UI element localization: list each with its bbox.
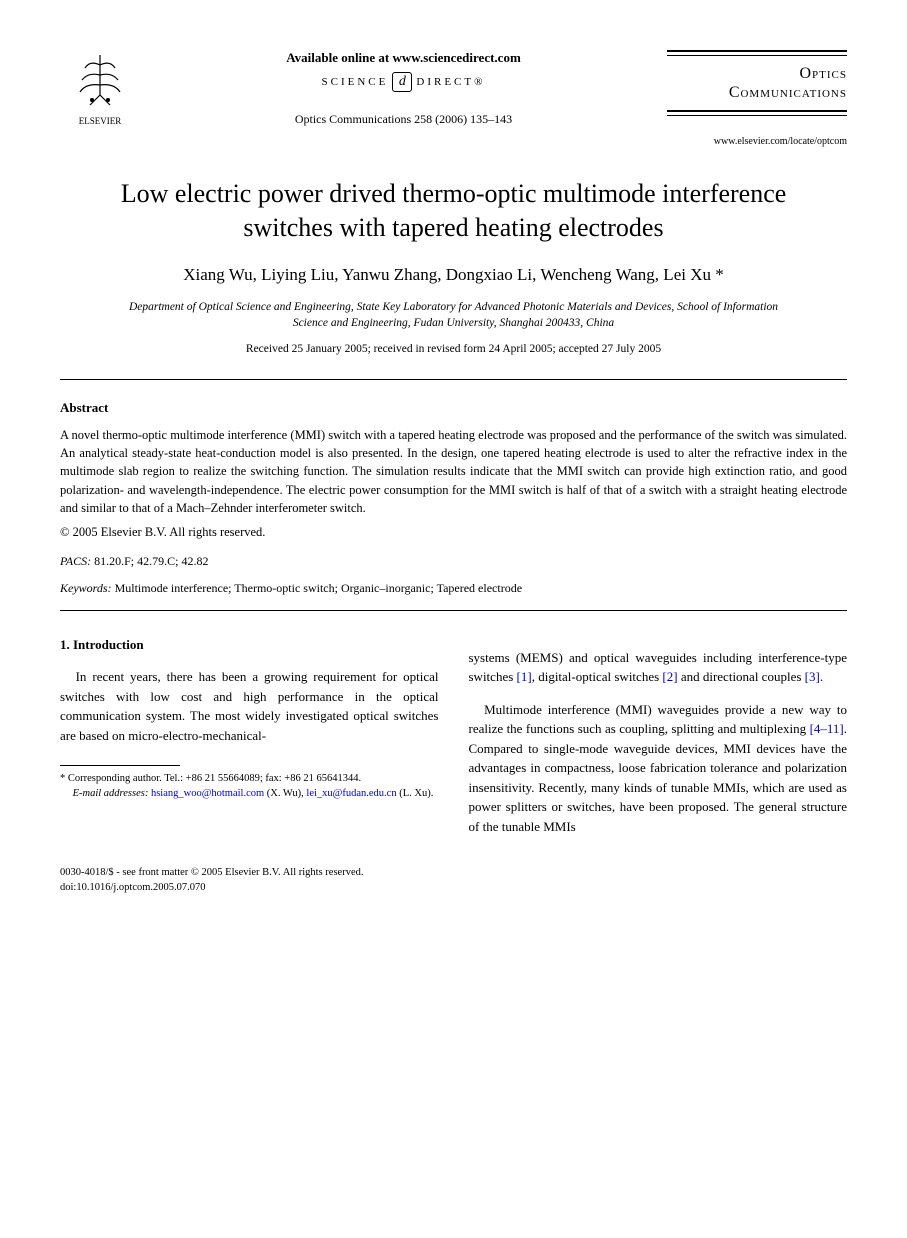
abstract-body: A novel thermo-optic multimode interfere…	[60, 426, 847, 517]
corr-text: Tel.: +86 21 55664089; fax: +86 21 65641…	[162, 773, 361, 784]
t4: .	[820, 669, 823, 684]
column-left: 1. Introduction In recent years, there h…	[60, 635, 439, 837]
sd-left: SCIENCE	[322, 76, 389, 88]
email2-who: (L. Xu).	[397, 788, 434, 799]
dates: Received 25 January 2005; received in re…	[60, 343, 847, 355]
email-label: E-mail addresses:	[73, 788, 149, 799]
journal-rule-top	[667, 50, 847, 56]
ref-1[interactable]: [1]	[517, 669, 532, 684]
science-direct-logo: SCIENCE d DIRECT®	[160, 72, 647, 92]
ref-4-11[interactable]: [4–11]	[810, 721, 844, 736]
intro-para-2: Multimode interference (MMI) waveguides …	[469, 700, 848, 837]
t3: and directional couples	[678, 669, 805, 684]
corr-label: * Corresponding author.	[60, 773, 162, 784]
t6: . Compared to single-mode waveguide devi…	[469, 721, 848, 834]
footnote-rule	[60, 765, 180, 766]
publisher-logo: ELSEVIER	[60, 50, 140, 126]
pacs-values: 81.20.F; 42.79.C; 42.82	[94, 554, 208, 568]
pacs: PACS: 81.20.F; 42.79.C; 42.82	[60, 554, 847, 569]
header-center: Available online at www.sciencedirect.co…	[140, 50, 667, 127]
elsevier-tree-icon	[70, 50, 130, 110]
email-link-1[interactable]: hsiang_woo@hotmail.com	[151, 788, 264, 799]
email1-who: (X. Wu),	[264, 788, 306, 799]
section-heading: 1. Introduction	[60, 635, 439, 655]
keywords: Keywords: Multimode interference; Thermo…	[60, 581, 847, 596]
corresponding-footnote: * Corresponding author. Tel.: +86 21 556…	[60, 772, 439, 787]
email-footnote: E-mail addresses: hsiang_woo@hotmail.com…	[60, 787, 439, 802]
footer-line1: 0030-4018/$ - see front matter © 2005 El…	[60, 866, 847, 881]
article-title: Low electric power drived thermo-optic m…	[100, 177, 807, 245]
column-right: systems (MEMS) and optical waveguides in…	[469, 635, 848, 837]
journal-box: Optics Communications www.elsevier.com/l…	[667, 50, 847, 147]
rule-above-abstract	[60, 379, 847, 380]
journal-title: Optics Communications	[667, 64, 847, 102]
journal-line2: Communications	[729, 84, 847, 101]
journal-url: www.elsevier.com/locate/optcom	[667, 136, 847, 147]
intro-para-1-cont: systems (MEMS) and optical waveguides in…	[469, 648, 848, 687]
abstract-copyright: © 2005 Elsevier B.V. All rights reserved…	[60, 525, 847, 540]
body-columns: 1. Introduction In recent years, there h…	[60, 635, 847, 837]
publisher-name: ELSEVIER	[60, 116, 140, 126]
page: ELSEVIER Available online at www.science…	[0, 0, 907, 936]
authors: Xiang Wu, Liying Liu, Yanwu Zhang, Dongx…	[60, 265, 847, 285]
keywords-values: Multimode interference; Thermo-optic swi…	[115, 581, 522, 595]
pacs-label: PACS:	[60, 554, 91, 568]
sd-icon: d	[392, 72, 412, 92]
footer: 0030-4018/$ - see front matter © 2005 El…	[60, 866, 847, 895]
rule-below-keywords	[60, 610, 847, 611]
t5: Multimode interference (MMI) waveguides …	[469, 702, 848, 737]
citation: Optics Communications 258 (2006) 135–143	[160, 112, 647, 127]
journal-rule-bottom	[667, 110, 847, 116]
available-online-text: Available online at www.sciencedirect.co…	[160, 50, 647, 66]
sd-right: DIRECT®	[416, 76, 485, 88]
header: ELSEVIER Available online at www.science…	[60, 50, 847, 147]
footer-line2: doi:10.1016/j.optcom.2005.07.070	[60, 881, 847, 896]
keywords-label: Keywords:	[60, 581, 112, 595]
journal-line1: Optics	[799, 65, 847, 82]
t2: , digital-optical switches	[532, 669, 663, 684]
abstract-heading: Abstract	[60, 400, 847, 416]
ref-3[interactable]: [3]	[805, 669, 820, 684]
email-link-2[interactable]: lei_xu@fudan.edu.cn	[306, 788, 396, 799]
intro-para-1: In recent years, there has been a growin…	[60, 667, 439, 745]
ref-2[interactable]: [2]	[662, 669, 677, 684]
affiliation: Department of Optical Science and Engine…	[120, 299, 787, 331]
